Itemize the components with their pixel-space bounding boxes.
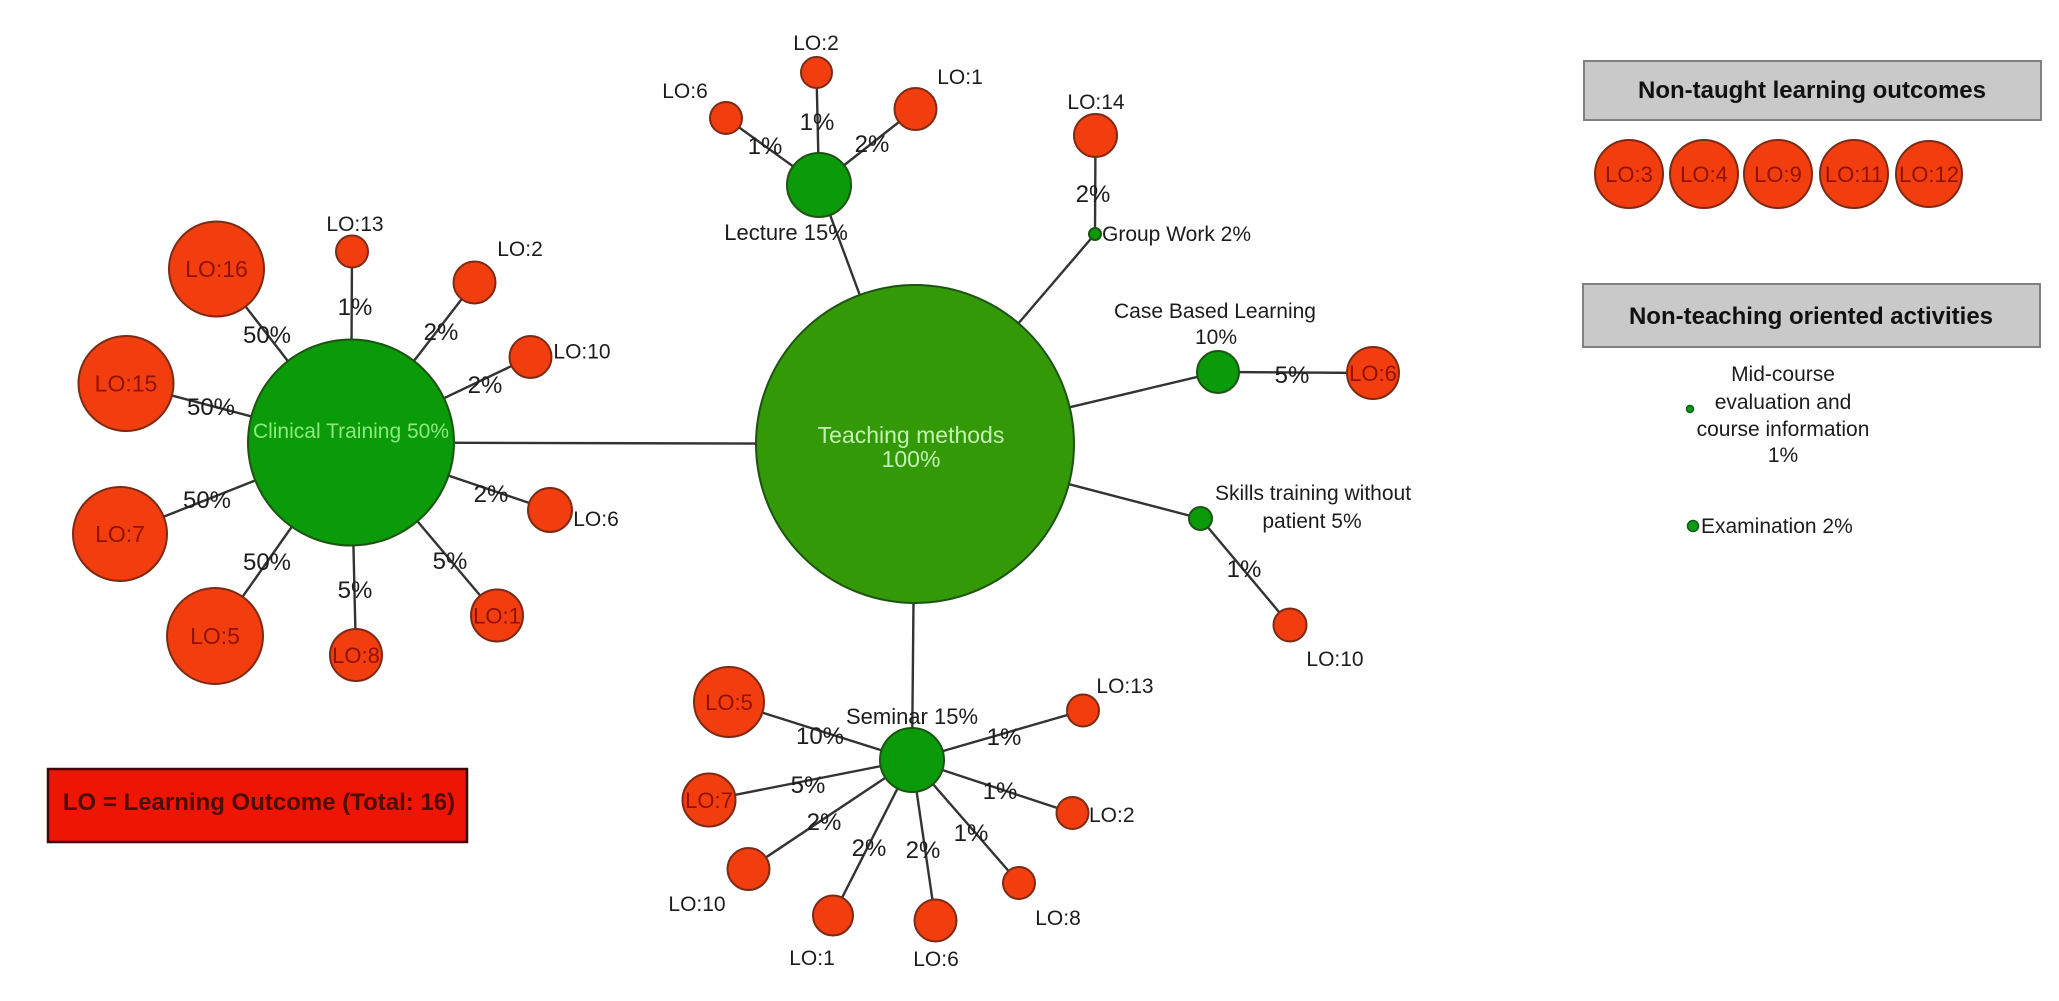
svg-text:LO:14: LO:14 bbox=[1067, 91, 1125, 114]
svg-text:LO:6: LO:6 bbox=[913, 948, 959, 971]
svg-text:LO:10: LO:10 bbox=[1306, 648, 1363, 671]
svg-text:2%: 2% bbox=[1076, 181, 1111, 208]
svg-text:5%: 5% bbox=[433, 548, 468, 575]
svg-text:LO:1: LO:1 bbox=[789, 947, 835, 970]
svg-text:2%: 2% bbox=[424, 319, 459, 346]
svg-text:Teaching methods: Teaching methods bbox=[818, 422, 1005, 448]
svg-text:100%: 100% bbox=[882, 446, 941, 472]
svg-text:50%: 50% bbox=[187, 394, 235, 421]
svg-text:LO:2: LO:2 bbox=[1089, 804, 1135, 827]
svg-text:1%: 1% bbox=[1768, 444, 1798, 467]
svg-text:LO:2: LO:2 bbox=[793, 32, 839, 55]
svg-text:LO:7: LO:7 bbox=[95, 521, 145, 547]
svg-text:patient 5%: patient 5% bbox=[1262, 510, 1361, 533]
svg-text:LO:8: LO:8 bbox=[332, 643, 380, 668]
svg-text:LO:6: LO:6 bbox=[573, 508, 619, 531]
svg-text:Examination 2%: Examination 2% bbox=[1701, 515, 1853, 538]
svg-text:LO:3: LO:3 bbox=[1605, 162, 1653, 187]
svg-text:LO:15: LO:15 bbox=[95, 371, 158, 397]
svg-text:50%: 50% bbox=[243, 549, 291, 576]
svg-text:1%: 1% bbox=[748, 133, 783, 160]
svg-text:2%: 2% bbox=[852, 835, 887, 862]
svg-text:LO:13: LO:13 bbox=[1096, 675, 1153, 698]
svg-text:Lecture 15%: Lecture 15% bbox=[724, 220, 848, 245]
svg-text:LO:12: LO:12 bbox=[1899, 162, 1959, 187]
svg-text:5%: 5% bbox=[1275, 362, 1310, 389]
svg-text:10%: 10% bbox=[796, 723, 844, 750]
svg-text:1%: 1% bbox=[983, 778, 1018, 805]
svg-text:course information: course information bbox=[1697, 418, 1870, 441]
svg-text:2%: 2% bbox=[468, 372, 503, 399]
svg-text:LO = Learning Outcome (Total:: LO = Learning Outcome (Total: 16) bbox=[63, 789, 455, 816]
svg-text:1%: 1% bbox=[987, 724, 1022, 751]
svg-text:10%: 10% bbox=[1195, 326, 1237, 349]
svg-text:LO:13: LO:13 bbox=[326, 213, 383, 236]
svg-text:LO:10: LO:10 bbox=[553, 341, 610, 364]
svg-text:Non-taught learning outcomes: Non-taught learning outcomes bbox=[1638, 77, 1986, 104]
svg-text:LO:10: LO:10 bbox=[668, 893, 725, 916]
svg-text:LO:8: LO:8 bbox=[1035, 907, 1081, 930]
svg-text:1%: 1% bbox=[954, 820, 989, 847]
svg-text:Skills training without: Skills training without bbox=[1215, 482, 1411, 505]
svg-text:Mid-course: Mid-course bbox=[1731, 363, 1835, 386]
svg-text:5%: 5% bbox=[338, 577, 373, 604]
svg-text:1%: 1% bbox=[338, 294, 373, 321]
svg-text:LO:11: LO:11 bbox=[1825, 162, 1883, 187]
svg-text:LO:4: LO:4 bbox=[1680, 162, 1728, 187]
svg-text:Clinical Training 50%: Clinical Training 50% bbox=[253, 420, 449, 443]
svg-text:LO:6: LO:6 bbox=[1349, 361, 1397, 386]
svg-text:50%: 50% bbox=[183, 487, 231, 514]
svg-text:Seminar 15%: Seminar 15% bbox=[846, 704, 978, 729]
svg-text:LO:16: LO:16 bbox=[185, 256, 248, 282]
svg-text:LO:2: LO:2 bbox=[497, 238, 543, 261]
svg-text:LO:7: LO:7 bbox=[685, 788, 733, 813]
svg-text:LO:1: LO:1 bbox=[473, 604, 521, 629]
svg-text:2%: 2% bbox=[807, 809, 842, 836]
svg-text:LO:6: LO:6 bbox=[662, 80, 708, 103]
svg-text:evaluation and: evaluation and bbox=[1715, 391, 1852, 414]
svg-text:Non-teaching oriented activiti: Non-teaching oriented activities bbox=[1629, 303, 1993, 330]
svg-text:LO:9: LO:9 bbox=[1754, 162, 1802, 187]
svg-text:2%: 2% bbox=[474, 481, 509, 508]
svg-text:2%: 2% bbox=[906, 837, 941, 864]
svg-text:2%: 2% bbox=[855, 131, 890, 158]
svg-text:Case Based Learning: Case Based Learning bbox=[1114, 300, 1316, 323]
svg-text:5%: 5% bbox=[791, 772, 826, 799]
svg-text:Group Work 2%: Group Work 2% bbox=[1102, 223, 1251, 246]
svg-text:LO:5: LO:5 bbox=[190, 623, 240, 649]
svg-text:LO:5: LO:5 bbox=[705, 690, 753, 715]
svg-text:LO:1: LO:1 bbox=[937, 66, 983, 89]
svg-text:1%: 1% bbox=[800, 109, 835, 136]
svg-text:1%: 1% bbox=[1227, 556, 1262, 583]
svg-text:50%: 50% bbox=[243, 322, 291, 349]
